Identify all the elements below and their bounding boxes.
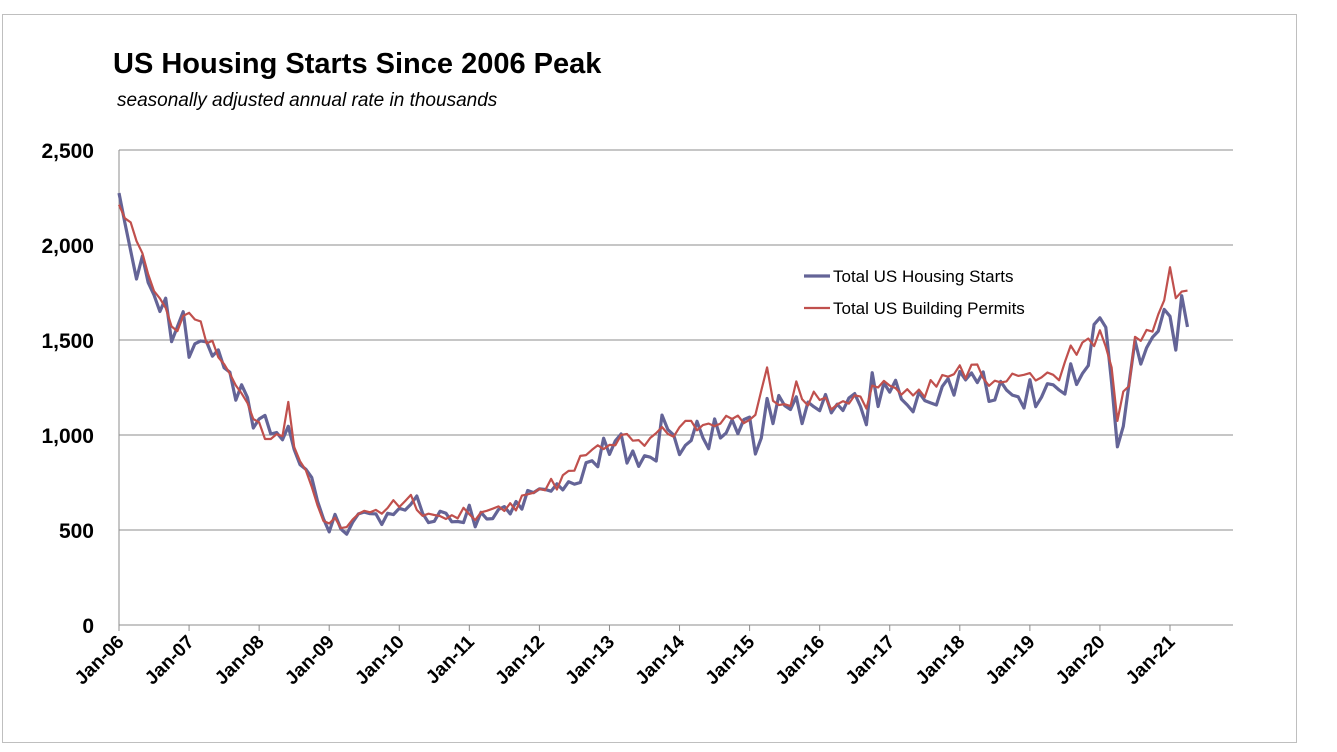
legend-label: Total US Housing Starts (833, 267, 1013, 286)
y-axis-ticks: 0 500 1,000 1,500 2,000 2,500 (41, 140, 94, 638)
legend-label: Total US Building Permits (833, 299, 1025, 318)
y-tick-label: 500 (59, 520, 94, 543)
x-tick-label: Jan-07 (141, 632, 198, 689)
x-tick-label: Jan-14 (632, 631, 690, 689)
x-tick-label: Jan-17 (842, 632, 899, 689)
x-tick-label: Jan-06 (71, 632, 128, 689)
y-tick-label: 2,000 (41, 235, 94, 258)
y-tick-label: 1,500 (41, 330, 94, 353)
x-tick-label: Jan-19 (982, 632, 1039, 689)
series-line-building-permits (117, 204, 1188, 530)
chart-title: US Housing Starts Since 2006 Peak (113, 48, 602, 80)
x-tick-label: Jan-10 (351, 632, 408, 689)
x-axis-ticks: Jan-06 Jan-07 Jan-08 Jan-09 Jan-10 Jan-11 Jan-… (71, 625, 1180, 689)
x-tick-label: Jan-20 (1052, 632, 1109, 689)
y-tick-label: 1,000 (41, 425, 94, 448)
x-tick-label: Jan-12 (492, 632, 549, 689)
x-tick-label: Jan-15 (702, 631, 760, 689)
x-tick-label: Jan-08 (211, 632, 268, 689)
x-tick-label: Jan-16 (772, 632, 829, 689)
series-line-housing-starts (117, 192, 1190, 536)
x-tick-label: Jan-13 (562, 632, 619, 689)
x-tick-label: Jan-21 (1122, 631, 1180, 689)
series-lines (117, 192, 1190, 536)
legend: Total US Housing Starts Total US Building… (804, 267, 1025, 318)
x-tick-label: Jan-09 (281, 632, 338, 689)
x-tick-label: Jan-11 (422, 631, 479, 688)
y-tick-label: 0 (82, 615, 94, 638)
axes (118, 150, 1233, 626)
chart-subtitle: seasonally adjusted annual rate in thous… (117, 90, 498, 111)
gridlines (119, 149, 1233, 531)
x-tick-label: Jan-18 (912, 632, 969, 689)
y-tick-label: 2,500 (41, 140, 94, 163)
